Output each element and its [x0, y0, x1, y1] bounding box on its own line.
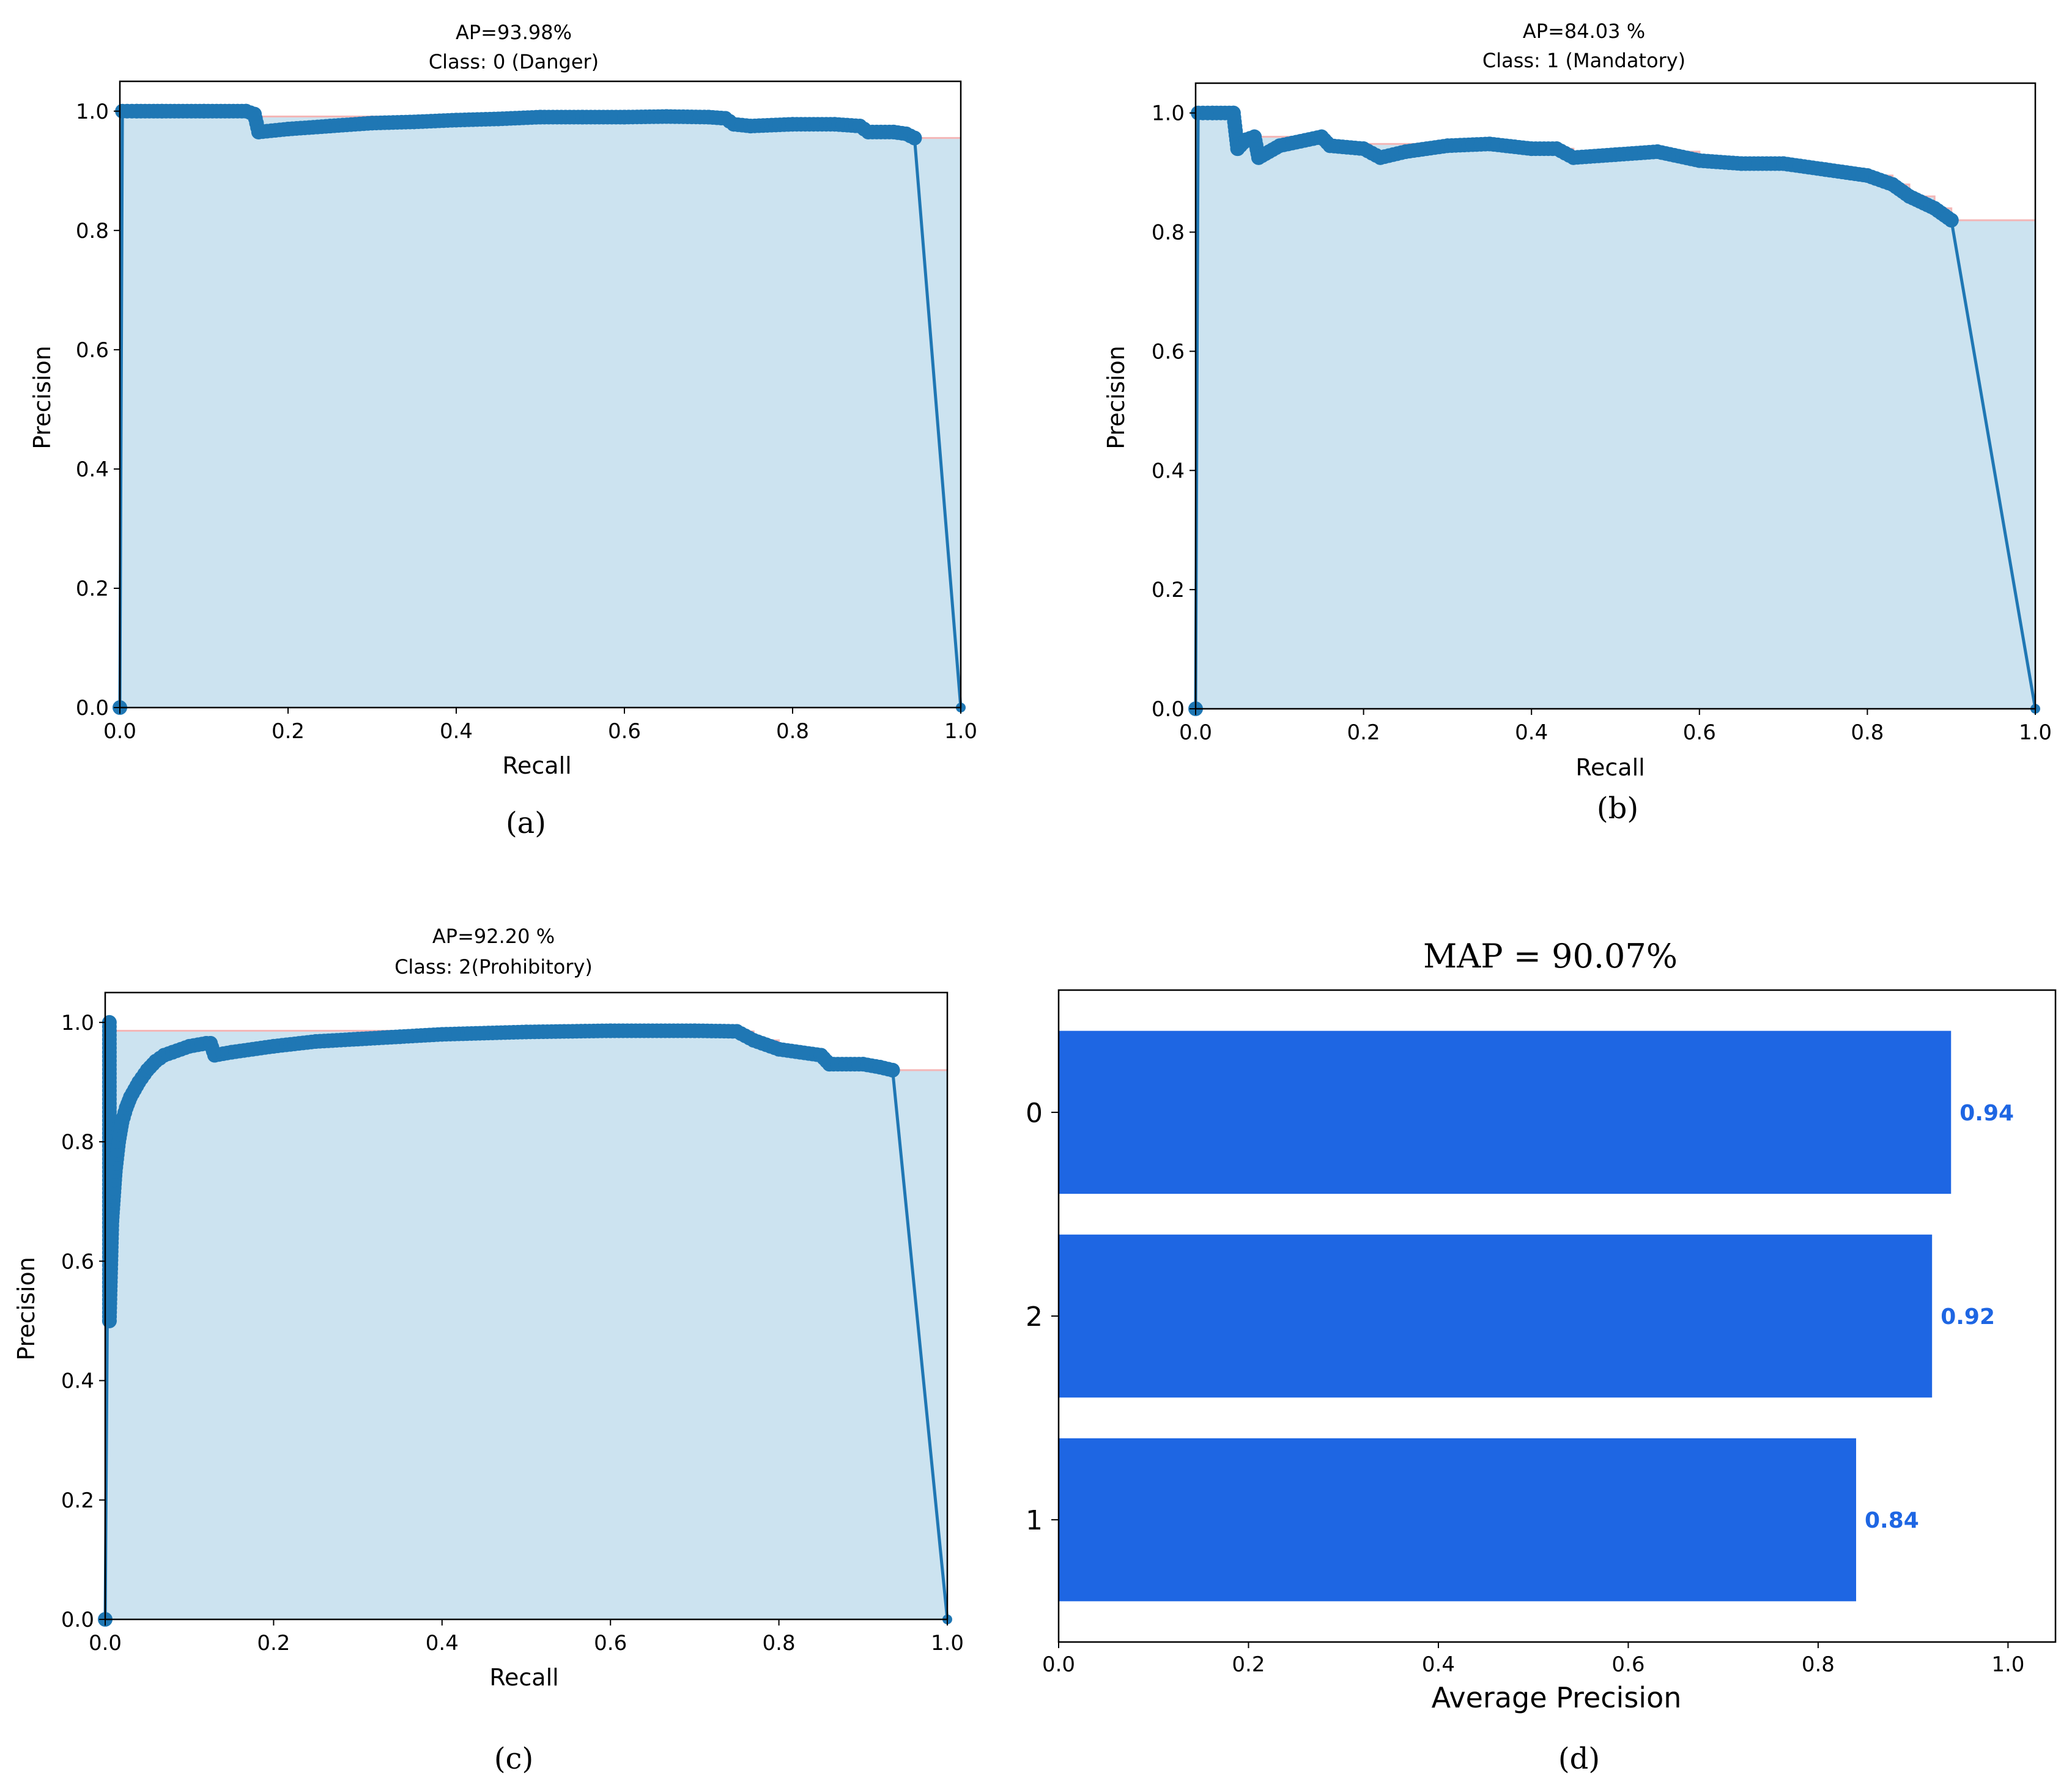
pr-marker [907, 130, 922, 146]
y-tick-label: 0.0 [61, 1608, 94, 1632]
bar-value-label: 0.94 [1959, 1101, 2014, 1126]
bar-class-0 [1059, 1030, 1952, 1194]
panel-b: AP=84.03 % Class: 1 (Mandatory) 0.0 0.2 0.… [1103, 20, 2052, 826]
x-tick-label: 0.2 [257, 1631, 290, 1655]
y-tick-label: 0.8 [1152, 221, 1185, 245]
y-tick-label: 0.6 [61, 1249, 94, 1274]
x-tick-label: 0.4 [1515, 720, 1548, 745]
x-tick-label: 0.4 [426, 1631, 459, 1655]
panel-d: MAP = 90.07% 0.94 0 0.92 2 0.84 1 0.0 0.2 0.4 0.6… [1026, 937, 2057, 1776]
y-tick-label: 0.4 [61, 1369, 94, 1394]
y-tick-label: 0.0 [1152, 697, 1185, 722]
x-tick-label: 0.8 [763, 1631, 796, 1655]
panel-a-plot-area: 0.0 0.2 0.4 0.6 0.8 1.0 0.0 0.2 0.4 0.6 0.8 1.0 [76, 80, 977, 744]
x-tick-label: 0.4 [440, 719, 473, 744]
x-tick-label: 0.6 [608, 719, 641, 744]
bar-class-2 [1059, 1234, 1933, 1398]
pr-area-fill [120, 111, 961, 708]
panel-b-title: AP=84.03 % [1523, 20, 1645, 43]
y-tick-label: 1.0 [76, 100, 109, 124]
y-tick-label: 0.2 [61, 1489, 94, 1513]
panel-a: AP=93.98% Class: 0 (Danger) 0.0 0.2 0.4 0.6… [29, 21, 977, 840]
x-tick-label: 0.0 [103, 719, 136, 744]
axis-ticks: 0.0 0.2 0.4 0.6 0.8 1.0 0.0 0.2 0.4 0.6 0.8 1.0 [76, 100, 977, 744]
plot-frame [1194, 82, 2037, 710]
bar-value-label: 0.84 [1865, 1508, 1919, 1533]
y-tick-label: 0.4 [76, 457, 109, 482]
panel-d-title: MAP = 90.07% [1423, 937, 1678, 975]
panel-b-caption: (b) [1597, 791, 1638, 826]
y-tick-label: 0.8 [76, 219, 109, 243]
y-tick-label: 0.6 [1152, 339, 1185, 364]
panel-c-subtitle: Class: 2(Prohibitory) [394, 955, 593, 978]
x-tick-label: 0.2 [1347, 720, 1380, 745]
pr-marker [1944, 213, 1959, 228]
x-tick-label: 0.8 [1851, 720, 1884, 745]
panel-c-plot-area: 0.0 0.2 0.4 0.6 0.8 1.0 0.0 0.2 0.4 0.6 0.8 1.0 [61, 991, 964, 1655]
y-tick-label: 0.6 [76, 338, 109, 363]
plot-frame [1057, 989, 2057, 1643]
panel-c-ylabel: Precision [13, 1257, 40, 1361]
panel-a-subtitle: Class: 0 (Danger) [429, 50, 599, 73]
y-tick-label: 0.2 [76, 577, 109, 601]
pr-area-fill [1196, 113, 2035, 709]
x-tick-label: 1.0 [944, 719, 977, 744]
y-tick-label: 1.0 [1152, 102, 1185, 126]
panel-c: AP=92.20 % Class: 2(Prohibitory) 0.0 0.2 0… [13, 925, 964, 1776]
pr-area-fill [105, 1022, 947, 1619]
panel-a-title: AP=93.98% [456, 21, 572, 44]
pr-marker [885, 1062, 900, 1078]
axis-ticks: 0.0 0.2 0.4 0.6 0.8 1.0 0.0 0.2 0.4 0.6 0.8 1.0 [61, 1011, 964, 1655]
plot-frame [104, 991, 949, 1621]
panel-d-plot-area: 0.94 0 0.92 2 0.84 1 0.0 0.2 0.4 0.6 0.8 1.0 [1026, 989, 2057, 1677]
x-tick-label: 0.6 [594, 1631, 627, 1655]
bar-value-label: 0.92 [1941, 1304, 1995, 1330]
y-tick-label: 0 [1026, 1098, 1043, 1129]
panel-b-plot-area: 0.0 0.2 0.4 0.6 0.8 1.0 0.0 0.2 0.4 0.6 0.8 1.0 [1152, 82, 2052, 745]
y-tick-label: 2 [1026, 1301, 1043, 1333]
panel-a-caption: (a) [506, 806, 546, 840]
panel-b-ylabel: Precision [1103, 346, 1130, 449]
panel-d-caption: (d) [1558, 1742, 1600, 1776]
panel-d-xlabel: Average Precision [1432, 1681, 1682, 1714]
panel-b-subtitle: Class: 1 (Mandatory) [1482, 49, 1685, 72]
y-tick-label: 0.4 [1152, 459, 1185, 483]
pr-markers [98, 1015, 952, 1627]
panel-c-xlabel: Recall [489, 1664, 558, 1691]
x-tick-label: 1.0 [931, 1631, 964, 1655]
x-tick-label: 0.8 [1802, 1652, 1835, 1677]
x-tick-label: 1.0 [1991, 1652, 2024, 1677]
x-tick-label: 0.4 [1422, 1652, 1455, 1677]
pr-markers [1188, 105, 2040, 716]
y-tick-label: 0.0 [76, 696, 109, 720]
y-tick-label: 0.2 [1152, 578, 1185, 602]
x-tick-label: 0.0 [89, 1631, 122, 1655]
panel-b-xlabel: Recall [1575, 754, 1645, 781]
x-tick-label: 0.2 [1232, 1652, 1265, 1677]
x-tick-label: 0.6 [1611, 1652, 1645, 1677]
axis-ticks: 0.0 0.2 0.4 0.6 0.8 1.0 0.0 0.2 0.4 0.6 0.8 1.0 [1152, 102, 2052, 745]
bar-class-1 [1059, 1438, 1856, 1602]
panel-c-caption: (c) [494, 1742, 533, 1776]
x-tick-label: 0.6 [1683, 720, 1716, 745]
panel-c-title: AP=92.20 % [432, 925, 555, 948]
panel-a-xlabel: Recall [502, 752, 571, 779]
y-tick-label: 0.8 [61, 1130, 94, 1155]
x-tick-label: 0.2 [272, 719, 305, 744]
x-tick-label: 0.0 [1179, 720, 1212, 745]
x-tick-label: 0.8 [776, 719, 809, 744]
x-tick-label: 1.0 [2019, 720, 2052, 745]
x-tick-label: 0.0 [1042, 1652, 1075, 1677]
panel-a-ylabel: Precision [29, 346, 56, 449]
pr-markers [113, 103, 966, 715]
plot-frame [119, 80, 962, 709]
y-tick-label: 1 [1026, 1505, 1043, 1536]
y-tick-label: 1.0 [61, 1011, 94, 1035]
